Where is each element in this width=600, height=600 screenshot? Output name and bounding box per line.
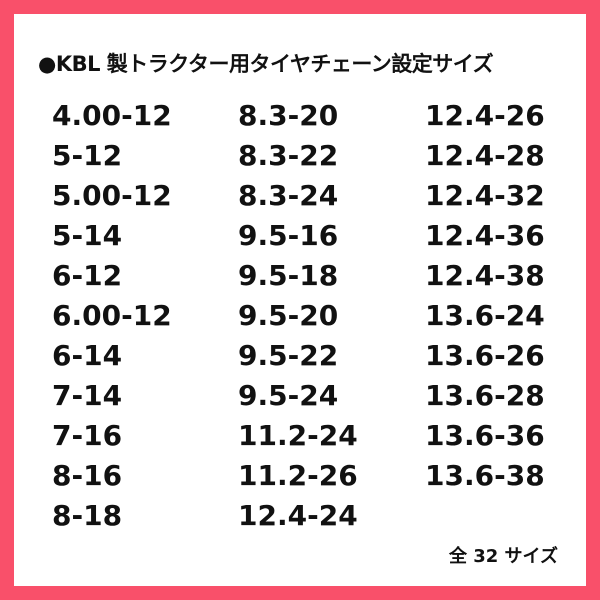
tire-size-item: 12.4-38	[425, 259, 545, 292]
tire-size-item: 11.2-24	[238, 419, 358, 452]
size-column-3: 12.4-26 12.4-28 12.4-32 12.4-36 12.4-38 13.6-…	[425, 98, 545, 498]
tire-size-item: 5-14	[52, 219, 123, 252]
tire-size-item: 5.00-12	[52, 179, 172, 212]
size-column-1: 4.00-12 5-12 5.00-12 5-14 6-12 6.00-12 6-14 7-1…	[52, 98, 172, 538]
tire-size-item: 12.4-26	[425, 99, 545, 132]
tire-size-item: 13.6-26	[425, 339, 545, 372]
tire-size-item: 8-18	[52, 499, 123, 532]
tire-size-item: 12.4-28	[425, 139, 545, 172]
tire-size-item: 8-16	[52, 459, 123, 492]
tire-size-item: 6-14	[52, 339, 123, 372]
tire-size-item: 8.3-20	[238, 99, 339, 132]
tire-size-item: 6.00-12	[52, 299, 172, 332]
tire-size-item: 12.4-32	[425, 179, 545, 212]
tire-size-item: 9.5-16	[238, 219, 339, 252]
tire-size-item: 6-12	[52, 259, 123, 292]
tire-size-item: 8.3-22	[238, 139, 339, 172]
tire-size-item: 12.4-24	[238, 499, 358, 532]
tire-size-item: 5-12	[52, 139, 123, 172]
page-title: ●KBL 製トラクター用タイヤチェーン設定サイズ	[38, 52, 494, 76]
size-column-2: 8.3-20 8.3-22 8.3-24 9.5-16 9.5-18 9.5-20 9.5-…	[238, 98, 358, 538]
tire-size-item: 13.6-38	[425, 459, 545, 492]
tire-size-item: 12.4-36	[425, 219, 545, 252]
content-panel: ●KBL 製トラクター用タイヤチェーン設定サイズ 4.00-12 5-12 5.00…	[14, 14, 586, 586]
tire-size-item: 9.5-24	[238, 379, 339, 412]
tire-size-item: 13.6-24	[425, 299, 545, 332]
tire-size-item: 4.00-12	[52, 99, 172, 132]
tire-size-item: 8.3-24	[238, 179, 339, 212]
tire-size-item: 7-16	[52, 419, 123, 452]
tire-size-item: 7-14	[52, 379, 123, 412]
tire-size-item: 13.6-36	[425, 419, 545, 452]
tire-size-item: 13.6-28	[425, 379, 545, 412]
tire-size-item: 9.5-22	[238, 339, 339, 372]
tire-size-item: 9.5-18	[238, 259, 339, 292]
tire-size-item: 9.5-20	[238, 299, 339, 332]
tire-size-item: 11.2-26	[238, 459, 358, 492]
total-count: 全 32 サイズ	[448, 546, 558, 567]
